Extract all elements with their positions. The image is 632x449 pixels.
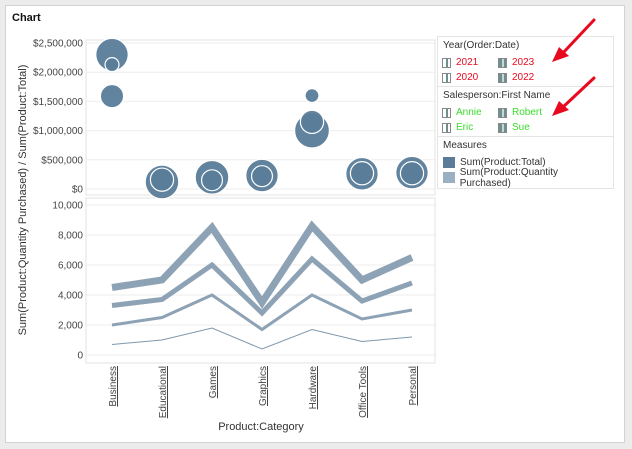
legend-swatch-icon xyxy=(498,122,507,133)
bubble-personal xyxy=(399,161,425,186)
legend: Year(Order:Date) 2021 2023 2020 2022 Salesp… xyxy=(437,36,614,189)
y-tick-label: $2,500,000 xyxy=(33,39,83,50)
legend-item-label: Eric xyxy=(456,122,474,133)
legend-item-label: Annie xyxy=(456,107,482,118)
legend-item-label: 2022 xyxy=(512,72,535,83)
x-axis-title: Product:Category xyxy=(218,421,304,433)
bubble-games xyxy=(200,169,224,192)
x-tick-label: Games xyxy=(208,366,219,398)
series-line-2021 xyxy=(111,293,413,332)
legend-swatch-icon xyxy=(498,72,507,83)
top-y-axis: $2,500,000 $2,000,000 $1,500,000 $1,000,000… xyxy=(33,39,83,196)
x-tick-label: Personal xyxy=(408,366,419,405)
bubble-office-tools xyxy=(349,161,375,186)
legend-salesperson-header: Salesperson:First Name xyxy=(443,90,551,101)
bubble-hardware xyxy=(304,87,320,104)
bubble-graphics xyxy=(250,165,274,188)
x-tick-label: Graphics xyxy=(258,366,269,406)
y-tick-label: 2,000 xyxy=(58,321,83,332)
y-tick-label: $500,000 xyxy=(41,155,83,166)
legend-measure-item[interactable]: Sum(Product:Total) xyxy=(438,155,613,170)
legend-item-label: Sue xyxy=(512,122,530,133)
y-tick-label: $2,000,000 xyxy=(33,68,83,79)
chart-title: Chart xyxy=(12,12,41,24)
bottom-y-axis: 10,000 8,000 6,000 4,000 2,000 0 xyxy=(52,201,83,362)
x-tick-label: Educational xyxy=(158,366,169,418)
y-tick-label: 6,000 xyxy=(58,261,83,272)
legend-salesperson-items: Annie Robert Eric Sue xyxy=(438,105,613,136)
series-line-2022 xyxy=(111,255,413,317)
legend-item-label: 2021 xyxy=(456,57,479,68)
bubble-business xyxy=(99,83,125,109)
y-tick-label: $1,000,000 xyxy=(33,126,83,137)
legend-item-label: Robert xyxy=(512,107,543,118)
bottom-panel-border xyxy=(85,197,436,364)
bubble-business xyxy=(104,57,120,73)
line-series xyxy=(111,220,414,350)
y-axis-title: Sum(Product:Quantity Purchased) / Sum(Pr… xyxy=(17,65,29,336)
series-line-2023 xyxy=(111,220,414,309)
y-tick-label: 0 xyxy=(77,351,83,362)
legend-measure-swatch-icon xyxy=(443,172,455,183)
legend-swatch-icon xyxy=(498,57,507,68)
legend-item[interactable]: 2021 xyxy=(442,56,498,69)
legend-swatch-icon xyxy=(442,72,451,83)
legend-measure-swatch-icon xyxy=(443,157,455,168)
legend-item[interactable]: Eric xyxy=(442,121,498,134)
bottom-panel-grid xyxy=(86,204,435,356)
legend-measures-header: Measures xyxy=(443,140,487,151)
x-tick-label: Business xyxy=(108,366,119,407)
legend-measure-item[interactable]: Sum(Product:Quantity Purchased) xyxy=(438,167,613,189)
legend-swatch-icon xyxy=(442,122,451,133)
y-tick-label: 10,000 xyxy=(52,201,83,212)
legend-item-label: 2023 xyxy=(512,57,535,68)
y-tick-label: $1,500,000 xyxy=(33,97,83,108)
legend-year-header: Year(Order:Date) xyxy=(443,40,520,51)
legend-item[interactable]: Sue xyxy=(498,121,558,134)
legend-year-items: 2021 2023 2020 2022 xyxy=(438,55,613,86)
bubble-series xyxy=(95,37,429,200)
y-tick-label: 4,000 xyxy=(58,291,83,302)
series-line-2020 xyxy=(111,327,413,350)
legend-item[interactable]: 2023 xyxy=(498,56,558,69)
bubble-educational xyxy=(149,167,175,192)
legend-measure-label: Sum(Product:Total) xyxy=(460,157,546,168)
legend-swatch-icon xyxy=(498,107,507,118)
y-tick-label: $0 xyxy=(72,185,84,196)
legend-item[interactable]: 2020 xyxy=(442,71,498,84)
x-tick-label: Office Tools xyxy=(358,366,369,418)
bubble-hardware xyxy=(299,109,325,135)
top-panel-border xyxy=(85,39,436,196)
legend-item-label: 2020 xyxy=(456,72,479,83)
legend-item[interactable]: Robert xyxy=(498,106,558,119)
legend-measure-items: Sum(Product:Total) Sum(Product:Quantity P… xyxy=(438,155,613,189)
legend-swatch-icon xyxy=(442,107,451,118)
legend-item[interactable]: 2022 xyxy=(498,71,558,84)
x-axis: Business Educational Games Graphics Hardware… xyxy=(108,366,419,419)
legend-swatch-icon xyxy=(442,57,451,68)
x-tick-label: Hardware xyxy=(308,366,319,410)
legend-measure-label: Sum(Product:Quantity Purchased) xyxy=(459,166,559,189)
y-tick-label: 8,000 xyxy=(58,231,83,242)
legend-item[interactable]: Annie xyxy=(442,106,498,119)
